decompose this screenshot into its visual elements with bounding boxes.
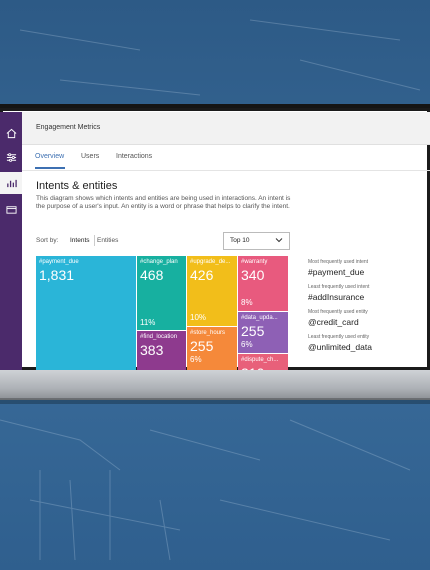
stat-value: @unlimited_data (308, 342, 372, 352)
section-title: Intents & entities (36, 180, 118, 192)
card-icon[interactable] (0, 198, 22, 220)
treemap-cell-label: #store_hours (190, 330, 226, 336)
stat-label: Least frequently used entity (308, 334, 370, 340)
app-title: Engagement Metrics (36, 124, 101, 131)
treemap-cell[interactable]: #find_location 383 (137, 331, 186, 372)
stat-least-used-intent: Least frequently used intent #addInsuran… (308, 284, 423, 302)
treemap-cell-value: 255 (241, 323, 265, 339)
bar-chart-icon[interactable] (0, 172, 22, 194)
tab-overview[interactable]: Overview (35, 153, 65, 160)
treemap-cell[interactable]: #data_upda... 255 6% (238, 312, 288, 353)
treemap-cell[interactable]: #upgrade_de... 426 10% (187, 256, 237, 326)
treemap-cell-percent: 8% (241, 298, 253, 307)
treemap-cell-label: #payment_due (39, 259, 79, 265)
treemap-cell[interactable]: #warranty 340 8% (238, 256, 288, 311)
treemap-cell[interactable]: #payment_due 1,831 (36, 256, 136, 372)
laptop-base (0, 370, 430, 400)
treemap-cell-value: 383 (140, 342, 164, 358)
header-bar: Engagement Metrics (22, 112, 430, 145)
usage-stats-panel: Most frequently used intent #payment_due… (308, 259, 423, 359)
stat-value: @credit_card (308, 317, 359, 327)
treemap-cell-value: 310 (241, 365, 264, 372)
treemap-cell[interactable]: #dispute_ch... 310 (238, 354, 288, 372)
stat-label: Least frequently used intent (308, 284, 370, 290)
laptop-base-shadow (0, 398, 430, 404)
stat-most-used-intent: Most frequently used intent #payment_due (308, 259, 423, 277)
treemap-cell-percent: 6% (241, 340, 253, 349)
treemap-cell-percent: 10% (190, 313, 207, 322)
intent-treemap: #payment_due 1,831 #change_plan 468 11% … (36, 256, 288, 372)
treemap-cell-value: 340 (241, 267, 265, 283)
top-n-select-value: Top 10 (230, 237, 250, 244)
tab-users[interactable]: Users (81, 153, 100, 160)
stat-most-used-entity: Most frequently used entity @credit_card (308, 309, 423, 327)
tab-bar: Overview Users Interactions (22, 144, 430, 171)
treemap-cell-percent: 11% (140, 318, 156, 327)
stat-value: #payment_due (308, 267, 365, 277)
treemap-cell-label: #data_upda... (241, 315, 278, 321)
treemap-cell-value: 426 (190, 267, 214, 283)
sidebar (0, 112, 22, 370)
treemap-cell-label: #upgrade_de... (190, 259, 231, 265)
chevron-down-icon (275, 238, 283, 243)
treemap-cell-label: #change_plan (140, 259, 178, 265)
sliders-icon[interactable] (0, 146, 22, 168)
sort-by-label: Sort by: (36, 237, 59, 244)
treemap-cell-label: #dispute_ch... (241, 357, 279, 363)
home-icon[interactable] (0, 122, 22, 144)
sort-entities-toggle[interactable]: Entities (97, 237, 119, 244)
sort-divider (94, 235, 95, 246)
treemap-cell[interactable]: #store_hours 255 6% (187, 327, 237, 372)
sort-intents-toggle[interactable]: Intents (70, 237, 90, 244)
stat-label: Most frequently used intent (308, 259, 369, 265)
top-n-select[interactable]: Top 10 (223, 232, 290, 250)
treemap-cell-label: #warranty (241, 259, 268, 265)
active-tab-indicator (35, 167, 65, 169)
treemap-cell[interactable]: #change_plan 468 11% (137, 256, 186, 330)
treemap-cell-value: 468 (140, 267, 164, 283)
treemap-cell-value: 255 (190, 338, 214, 354)
treemap-cell-percent: 6% (190, 355, 202, 364)
stat-label: Most frequently used entity (308, 309, 368, 315)
treemap-cell-value: 1,831 (39, 267, 75, 283)
tab-interactions[interactable]: Interactions (116, 153, 153, 160)
stat-value: #addInsurance (308, 292, 365, 302)
treemap-cell-label: #find_location (140, 334, 178, 340)
section-description: This diagram shows which intents and ent… (36, 195, 291, 210)
stat-least-used-entity: Least frequently used entity @unlimited_… (308, 334, 423, 352)
